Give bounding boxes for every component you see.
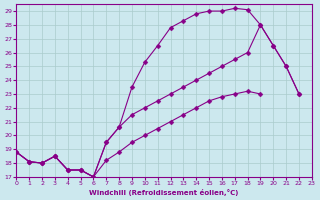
X-axis label: Windchill (Refroidissement éolien,°C): Windchill (Refroidissement éolien,°C) xyxy=(89,189,239,196)
